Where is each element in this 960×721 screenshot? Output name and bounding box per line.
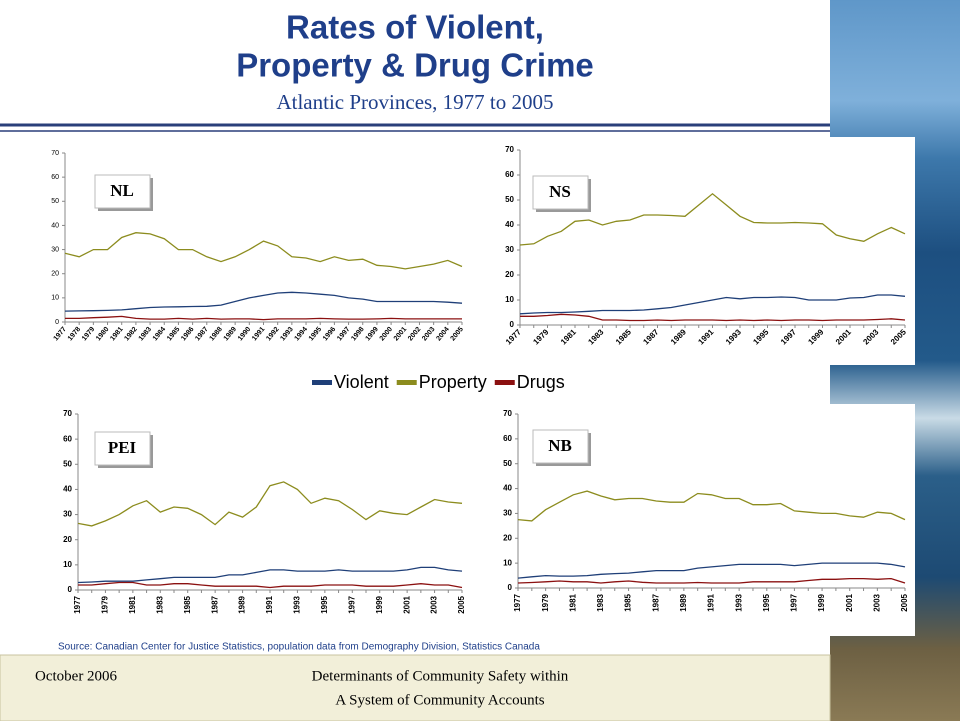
- x-tick-label: 1995: [320, 595, 329, 613]
- y-tick-label: 70: [505, 145, 514, 154]
- series-line: [77, 566, 463, 584]
- x-tick-label: 1987: [651, 593, 660, 611]
- series-line: [519, 192, 906, 246]
- x-tick-label: 1997: [790, 593, 799, 611]
- x-tick-label: 1981: [128, 595, 137, 613]
- y-tick-label: 40: [51, 222, 59, 229]
- x-tick-label: 1979: [541, 593, 550, 611]
- y-tick-label: 20: [505, 270, 514, 279]
- y-tick-label: 30: [505, 245, 514, 254]
- title-line: Rates of Violent,: [286, 9, 544, 46]
- y-tick-label: 40: [505, 220, 514, 229]
- x-tick-label: 1989: [238, 595, 247, 613]
- y-tick-label: 30: [503, 509, 512, 518]
- x-tick-label: 1991: [707, 593, 716, 611]
- x-tick-label: 1995: [762, 593, 771, 611]
- y-tick-label: 70: [51, 150, 59, 157]
- y-tick-label: 0: [508, 583, 513, 592]
- x-tick-label: 1993: [734, 593, 743, 611]
- y-tick-label: 30: [63, 510, 72, 519]
- legend-label: Drugs: [517, 372, 565, 392]
- y-tick-label: 20: [63, 535, 72, 544]
- chart-label: PEI: [108, 438, 137, 457]
- y-tick-label: 70: [503, 409, 512, 418]
- series-line: [64, 232, 463, 270]
- series-line: [519, 294, 906, 315]
- series-line: [78, 581, 463, 589]
- y-tick-label: 20: [51, 271, 59, 278]
- label-box: [532, 429, 589, 464]
- y-tick-label: 10: [505, 295, 514, 304]
- series-line: [517, 577, 906, 584]
- x-tick-label: 1993: [293, 595, 302, 613]
- x-tick-label: 1979: [101, 595, 110, 613]
- x-tick-label: 1989: [679, 593, 688, 611]
- y-tick-label: 0: [68, 585, 73, 594]
- y-tick-label: 60: [63, 434, 72, 443]
- y-tick-label: 0: [510, 320, 515, 329]
- x-tick-label: 1983: [155, 595, 164, 613]
- footer-date: October 2006: [35, 668, 118, 684]
- y-tick-label: 40: [63, 485, 72, 494]
- series-line: [517, 490, 906, 522]
- chart-label: NS: [549, 182, 571, 201]
- x-tick-label: 2003: [872, 593, 881, 611]
- series-line: [520, 313, 906, 322]
- y-tick-label: 50: [51, 198, 59, 205]
- label-box: [532, 175, 589, 210]
- label-box: [94, 431, 151, 466]
- y-tick-label: 40: [503, 484, 512, 493]
- chart-label: NB: [548, 436, 572, 455]
- x-tick-label: 1977: [73, 595, 82, 613]
- title-line: Property & Drug Crime: [236, 47, 594, 84]
- x-tick-label: 1985: [183, 595, 192, 613]
- x-tick-label: 1987: [210, 595, 219, 613]
- x-tick-label: 1985: [624, 593, 633, 611]
- chart-label: NL: [110, 181, 134, 200]
- legend-label: Property: [419, 372, 487, 392]
- legend-swatch: [312, 380, 332, 385]
- footer: [0, 654, 831, 721]
- series-line: [64, 291, 463, 312]
- x-tick-label: 1983: [596, 593, 605, 611]
- footer-text: A System of Community Accounts: [335, 692, 544, 708]
- footer-text: Determinants of Community Safety within: [312, 668, 569, 684]
- x-tick-label: 2001: [845, 593, 854, 611]
- subtitle: Atlantic Provinces, 1977 to 2005: [276, 90, 553, 114]
- x-tick-label: 2001: [402, 595, 411, 613]
- y-tick-label: 50: [503, 459, 512, 468]
- x-tick-label: 1999: [375, 595, 384, 613]
- y-tick-label: 10: [63, 560, 72, 569]
- source-note: Source: Canadian Center for Justice Stat…: [58, 642, 540, 653]
- y-tick-label: 10: [51, 295, 59, 302]
- y-tick-label: 60: [51, 174, 59, 181]
- series-line: [77, 481, 463, 527]
- y-tick-label: 60: [505, 170, 514, 179]
- legend-swatch: [494, 380, 515, 385]
- x-tick-label: 2005: [457, 595, 466, 613]
- series-line: [65, 315, 462, 321]
- y-tick-label: 0: [55, 319, 59, 326]
- x-tick-label: 2005: [900, 593, 909, 611]
- series-line: [517, 562, 906, 579]
- y-tick-label: 70: [63, 409, 72, 418]
- y-tick-label: 10: [503, 558, 512, 567]
- label-box: [94, 174, 151, 209]
- legend-label: Violent: [334, 372, 389, 392]
- y-tick-label: 50: [63, 459, 72, 468]
- y-tick-label: 50: [505, 195, 514, 204]
- y-tick-label: 60: [503, 434, 512, 443]
- y-tick-label: 30: [51, 246, 59, 253]
- x-tick-label: 2003: [430, 595, 439, 613]
- y-tick-label: 20: [503, 533, 512, 542]
- x-tick-label: 1999: [817, 593, 826, 611]
- x-tick-label: 1997: [347, 595, 356, 613]
- x-tick-label: 1977: [513, 593, 522, 611]
- x-tick-label: 1991: [265, 595, 274, 613]
- x-tick-label: 1981: [568, 593, 577, 611]
- legend-swatch: [396, 380, 417, 385]
